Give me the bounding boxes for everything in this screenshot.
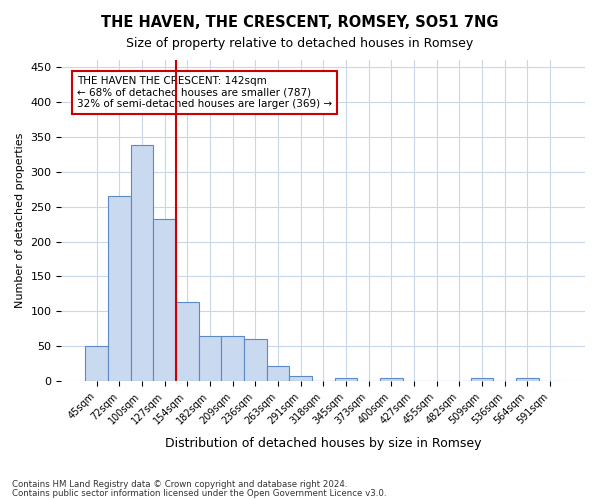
Text: Contains HM Land Registry data © Crown copyright and database right 2024.: Contains HM Land Registry data © Crown c… [12,480,347,489]
Bar [470,378,493,382]
Bar [199,336,221,382]
Text: THE HAVEN, THE CRESCENT, ROMSEY, SO51 7NG: THE HAVEN, THE CRESCENT, ROMSEY, SO51 7N… [101,15,499,30]
X-axis label: Distribution of detached houses by size in Romsey: Distribution of detached houses by size … [165,437,481,450]
Bar [335,378,357,382]
Y-axis label: Number of detached properties: Number of detached properties [15,133,25,308]
Bar [516,378,539,382]
Text: THE HAVEN THE CRESCENT: 142sqm
← 68% of detached houses are smaller (787)
32% of: THE HAVEN THE CRESCENT: 142sqm ← 68% of … [77,76,332,110]
Bar [108,196,131,382]
Bar [153,219,176,382]
Bar [380,378,403,382]
Text: Size of property relative to detached houses in Romsey: Size of property relative to detached ho… [127,38,473,51]
Bar [176,302,199,382]
Bar [85,346,108,382]
Bar [221,336,244,382]
Bar [266,366,289,382]
Bar [289,376,312,382]
Bar [131,145,153,382]
Bar [244,340,266,382]
Text: Contains public sector information licensed under the Open Government Licence v3: Contains public sector information licen… [12,488,386,498]
